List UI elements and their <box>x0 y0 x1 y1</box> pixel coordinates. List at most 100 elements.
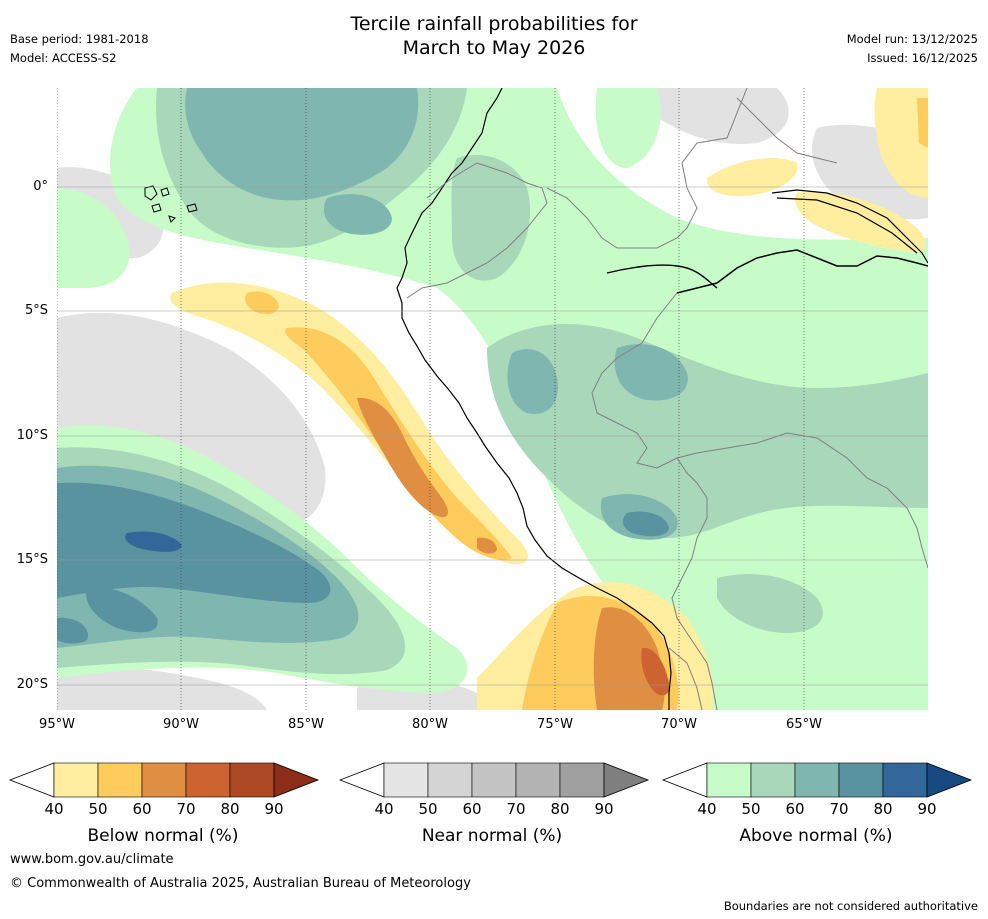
below-normal-70-regions <box>641 647 670 696</box>
colorbar-tick-label: 50 <box>88 800 108 818</box>
colorbar-label-near: Near normal (%) <box>421 826 563 846</box>
below-normal-region <box>593 607 665 710</box>
lat-label-20s: 20°S <box>16 677 48 692</box>
colorbars <box>8 762 973 798</box>
above-normal-region <box>622 511 669 537</box>
lon-label-90w: 90°W <box>163 717 199 732</box>
colorbar-tick-label: 90 <box>917 800 937 818</box>
colorbar-tick-label: 60 <box>132 800 152 818</box>
colorbar-segment <box>141 762 187 798</box>
above-normal-region <box>507 349 558 414</box>
above-normal-region <box>323 194 392 235</box>
border-chile-bolivia <box>668 647 703 710</box>
colorbar-segment <box>97 762 143 798</box>
colorbar-label-below: Below normal (%) <box>87 826 239 846</box>
colorbar-segment <box>515 762 561 798</box>
rio-ucayali <box>606 264 718 289</box>
colorbar-tick-label: 70 <box>506 800 526 818</box>
chart-title: Tercile rainfall probabilities for March… <box>0 12 988 60</box>
website-link[interactable]: www.bom.gov.au/climate <box>10 852 174 867</box>
colorbar-segment <box>706 762 752 798</box>
above-normal-region <box>451 154 531 281</box>
colorbar-tick-label: 80 <box>550 800 570 818</box>
forecast-map <box>57 88 928 710</box>
colorbar-lower-extension <box>8 762 55 798</box>
colorbar-segment <box>185 762 231 798</box>
colorbar-lower-extension <box>661 762 708 798</box>
above-normal-region <box>86 587 158 633</box>
model-run: Model run: 13/12/2025 <box>846 32 978 46</box>
below-normal-region <box>641 647 670 696</box>
colorbar-segment <box>559 762 605 798</box>
above-normal-region <box>717 574 823 633</box>
colorbar-segment <box>794 762 840 798</box>
amazon-river <box>676 249 928 294</box>
colorbar-tick-label: 60 <box>785 800 805 818</box>
lon-label-95w: 95°W <box>39 717 75 732</box>
lon-label-70w: 70°W <box>661 717 697 732</box>
colorbar-tick-label: 40 <box>44 800 64 818</box>
meta-right: Model run: 13/12/2025 Issued: 16/12/2025 <box>847 30 978 68</box>
colorbar-tick-label: 40 <box>697 800 717 818</box>
colorbar-near-normal <box>338 762 650 798</box>
colorbar-upper-extension <box>926 762 973 798</box>
galapagos-islands <box>144 185 198 223</box>
lon-label-75w: 75°W <box>537 717 573 732</box>
lat-label-5s: 5°S <box>24 303 48 318</box>
above-normal-region <box>57 617 88 644</box>
colorbar-label-above: Above normal (%) <box>739 826 893 846</box>
colorbar-tick-label: 60 <box>462 800 482 818</box>
disclaimer-text: Boundaries are not considered authoritat… <box>723 899 978 913</box>
colorbar-tick-label: 40 <box>374 800 394 818</box>
country-borders <box>406 88 928 710</box>
lon-label-65w: 65°W <box>786 717 822 732</box>
colorbar-tick-label: 70 <box>829 800 849 818</box>
below-normal-region <box>795 192 926 253</box>
lat-label-10s: 10°S <box>16 428 48 443</box>
below-normal-region <box>477 537 497 554</box>
border-colombia-peru <box>546 88 748 249</box>
above-normal-region <box>57 482 331 603</box>
border-peru-brazil <box>591 292 788 469</box>
below-normal-region <box>917 98 928 148</box>
below-normal-region <box>244 291 279 315</box>
amazon-delta <box>771 189 928 264</box>
colorbar-tick-label: 90 <box>264 800 284 818</box>
colorbar-lower-extension <box>338 762 385 798</box>
colorbar-tick-label: 50 <box>418 800 438 818</box>
colorbar-segment <box>882 762 928 798</box>
meta-left: Base period: 1981-2018 Model: ACCESS-S2 <box>10 30 149 68</box>
near-normal-region <box>57 667 267 710</box>
colorbar-segment <box>838 762 884 798</box>
colorbar-tick-label: 90 <box>594 800 614 818</box>
model-name: Model: ACCESS-S2 <box>10 51 117 65</box>
title-line-1: Tercile rainfall probabilities for <box>350 13 638 35</box>
colorbar-below-normal <box>8 762 320 798</box>
colorbar-upper-extension <box>603 762 650 798</box>
south-america-coastline <box>396 88 672 710</box>
colorbar-segment <box>229 762 275 798</box>
colorbar-upper-extension <box>273 762 320 798</box>
colorbar-segment <box>471 762 517 798</box>
colorbar-tick-label: 50 <box>741 800 761 818</box>
above-normal-region <box>125 531 182 552</box>
border-bolivia-brazil <box>786 432 928 569</box>
lat-label-15s: 15°S <box>16 552 48 567</box>
base-period: Base period: 1981-2018 <box>10 32 149 46</box>
above-normal-region <box>57 188 130 288</box>
colorbar-segment <box>53 762 99 798</box>
above-normal-80-regions <box>125 531 182 552</box>
above-normal-region <box>487 324 928 538</box>
border-ecuador-peru <box>406 162 548 299</box>
lon-label-80w: 80°W <box>412 717 448 732</box>
border-northeast <box>736 97 838 164</box>
above-normal-70-regions <box>57 482 669 644</box>
below-normal-60-regions <box>357 397 665 710</box>
colorbar-above-normal <box>661 762 973 798</box>
title-line-2: March to May 2026 <box>402 37 586 59</box>
colorbar-tick-label: 80 <box>220 800 240 818</box>
above-normal-region <box>595 88 661 168</box>
border-peru-bolivia <box>671 457 718 710</box>
colorbar-segment <box>750 762 796 798</box>
below-normal-region <box>357 397 449 518</box>
